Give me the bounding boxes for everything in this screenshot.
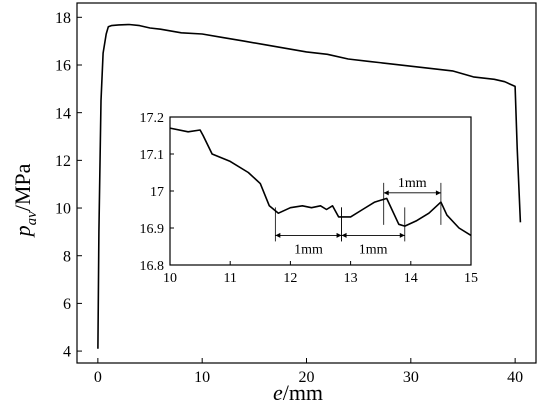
main-frame <box>76 2 537 364</box>
dimension-label-0: 1mm <box>294 242 323 257</box>
dimension-arrow-left-1 <box>341 232 347 238</box>
x-axis-label-unit: /mm <box>283 380 323 405</box>
inset-x-tick-label-4: 14 <box>404 271 418 286</box>
inset-annotations: 1mm 1mm 1mm <box>274 176 442 257</box>
inset-x-tick-label-3: 13 <box>344 271 358 286</box>
main-series <box>97 23 522 349</box>
main-x-tick-label-0: 0 <box>94 369 102 386</box>
x-axis-label-var: e <box>273 380 283 405</box>
main-y-tick-label-4: 12 <box>55 153 71 170</box>
main-y-tick-label-0: 4 <box>63 344 71 361</box>
y-axis-label-var: p <box>10 225 35 238</box>
main-y-tick-label-7: 18 <box>55 10 71 27</box>
dimension-arrow-right-1 <box>399 232 405 238</box>
main-axes <box>76 2 537 364</box>
inset-x-tick-label-2: 12 <box>283 271 297 286</box>
inset-y-tick-label-0: 16.8 <box>140 259 165 274</box>
inset-ticks: 10 11 12 13 14 15 16.8 16.9 17 17.1 17.2 <box>140 111 479 286</box>
inset-y-tick-label-1: 16.9 <box>140 222 165 237</box>
x-axis-label: e/mm <box>273 380 323 405</box>
dimension-arrow-left-2 <box>383 190 389 196</box>
main-y-tick-label-6: 16 <box>55 58 71 75</box>
main-x-tick-label-3: 30 <box>403 369 419 386</box>
main-y-tick-label-1: 6 <box>63 296 71 313</box>
y-axis-label: pav/MPa <box>10 163 40 238</box>
inset-x-tick-label-5: 15 <box>464 271 478 286</box>
main-y-tick-label-3: 10 <box>55 201 71 218</box>
y-axis-label-sub: av <box>24 211 40 226</box>
dimension-arrow-right-2 <box>435 190 441 196</box>
dimension-label-2: 1mm <box>398 176 427 191</box>
dimension-arrow-right-0 <box>336 232 342 238</box>
inset-y-tick-label-2: 17 <box>150 185 164 200</box>
inset-y-tick-label-3: 17.1 <box>140 148 165 163</box>
main-x-tick-label-4: 40 <box>507 369 523 386</box>
inset-x-tick-label-0: 10 <box>163 271 177 286</box>
inset-y-tick-label-4: 17.2 <box>140 111 165 126</box>
main-y-tick-label-2: 8 <box>63 248 71 265</box>
main-x-tick-label-2: 20 <box>299 369 315 386</box>
inset-series-line <box>169 127 472 237</box>
inset-x-tick-label-1: 11 <box>223 271 236 286</box>
y-axis-label-unit: /MPa <box>10 163 35 211</box>
inset-series <box>169 127 472 237</box>
dimension-label-1: 1mm <box>359 242 388 257</box>
dimension-arrow-left-0 <box>275 232 281 238</box>
main-x-tick-label-1: 10 <box>194 369 210 386</box>
main-y-tick-label-5: 14 <box>55 105 71 122</box>
main-series-line <box>97 23 522 349</box>
main-ticks: 0 10 20 30 40 4 6 8 10 12 14 16 18 <box>55 10 523 386</box>
